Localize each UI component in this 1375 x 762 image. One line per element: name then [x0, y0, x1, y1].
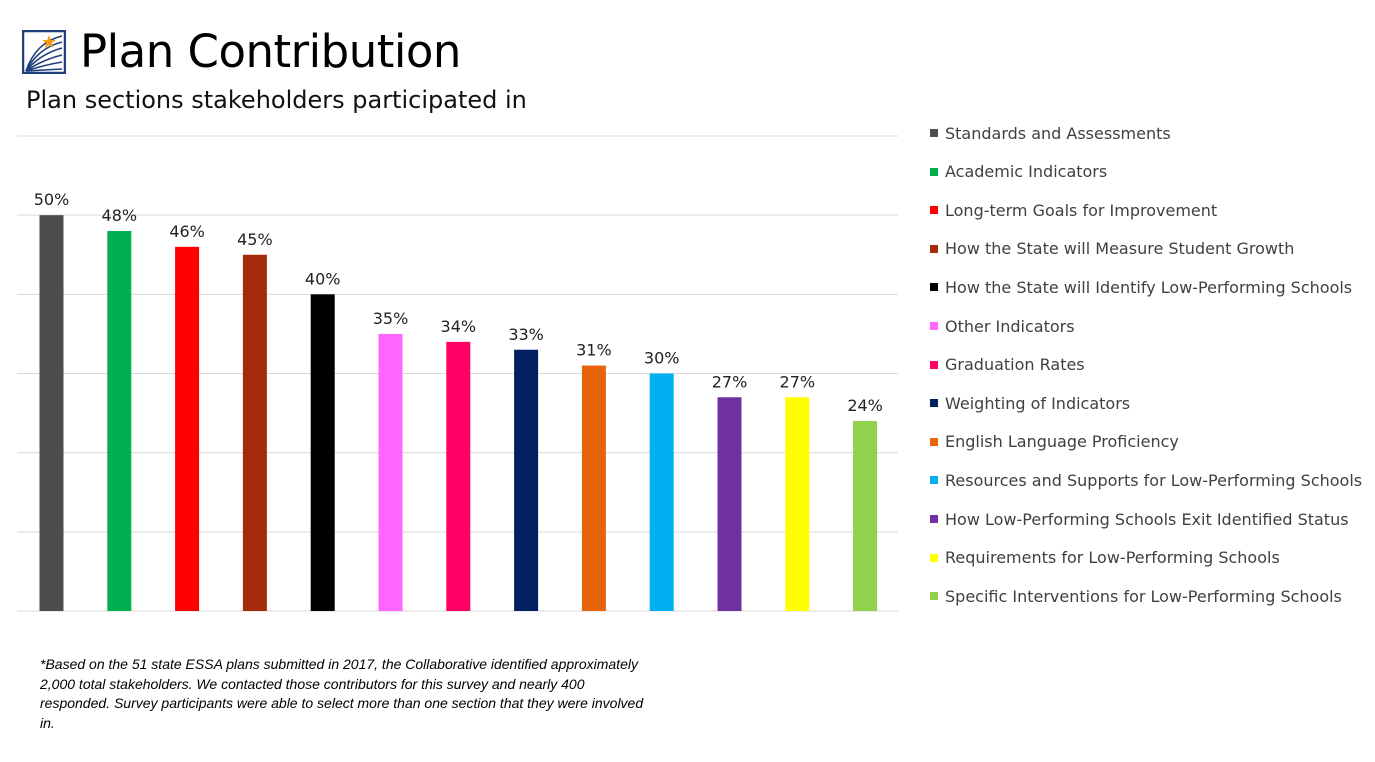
data-label: 48% [102, 206, 138, 225]
data-label: 45% [237, 230, 273, 249]
bar [649, 373, 674, 611]
data-label: 27% [780, 372, 816, 391]
data-label: 27% [712, 372, 748, 391]
legend-item: Graduation Rates [930, 352, 1085, 378]
legend-item: Long-term Goals for Improvement [930, 197, 1217, 223]
legend-label: Weighting of Indicators [945, 393, 1131, 413]
legend-swatch [930, 167, 938, 176]
bar [853, 421, 878, 611]
bar [717, 397, 742, 611]
bar [242, 254, 267, 611]
bar [785, 397, 810, 611]
data-label: 31% [576, 341, 612, 360]
legend-swatch [930, 360, 938, 369]
legend-label: How the State will Measure Student Growt… [945, 239, 1295, 259]
legend-label: English Language Proficiency [945, 432, 1179, 452]
legend-label: How the State will Identify Low-Performi… [945, 277, 1353, 297]
bar [514, 349, 539, 611]
bar [39, 215, 64, 611]
legend-swatch [930, 206, 938, 215]
legend-label: Academic Indicators [945, 162, 1108, 182]
legend-item: Weighting of Indicators [930, 390, 1130, 416]
legend-label: Long-term Goals for Improvement [945, 200, 1218, 220]
bar [310, 294, 335, 611]
legend-item: Academic Indicators [930, 159, 1107, 185]
legend-item: How the State will Identify Low-Performi… [930, 274, 1352, 300]
bar [175, 246, 200, 612]
legend-swatch [930, 322, 938, 330]
legend-label: Specific Interventions for Low-Performin… [945, 586, 1342, 606]
legend-item: Standards and Assessments [930, 120, 1171, 146]
legend-label: Other Indicators [945, 316, 1075, 336]
legend-label: How Low-Performing Schools Exit Identifi… [945, 509, 1349, 529]
legend-swatch [930, 283, 938, 292]
legend-item: English Language Proficiency [930, 429, 1179, 455]
data-label: 33% [508, 325, 544, 344]
data-label: 46% [169, 222, 205, 241]
legend-label: Resources and Supports for Low-Performin… [945, 470, 1363, 490]
data-label: 50% [34, 190, 70, 209]
legend-swatch [930, 399, 938, 408]
legend-item: Requirements for Low-Performing Schools [930, 545, 1280, 571]
bar [378, 333, 403, 611]
star-book-logo-icon [22, 30, 66, 74]
legend-swatch [930, 244, 938, 253]
legend-item: Resources and Supports for Low-Performin… [930, 467, 1362, 493]
data-label: 34% [441, 317, 477, 336]
legend-item: Other Indicators [930, 313, 1075, 339]
bar [581, 365, 606, 611]
legend-swatch [930, 592, 938, 601]
footnote: *Based on the 51 state ESSA plans submit… [40, 656, 644, 731]
page-title: Plan Contribution [80, 25, 461, 78]
bar-chart: 50% 48% 46% 45% 40% 35% 34% 33% 31% 30% 27% 27% 24% [17, 135, 898, 612]
legend-swatch [930, 553, 938, 562]
legend-swatch [930, 476, 938, 485]
bar [446, 341, 471, 611]
legend-swatch [930, 129, 938, 137]
legend-label: Graduation Rates [945, 355, 1085, 375]
bar [107, 231, 132, 611]
data-label: 40% [305, 269, 341, 288]
page-subtitle: Plan sections stakeholders participated … [26, 86, 527, 114]
legend-label: Requirements for Low-Performing Schools [945, 548, 1280, 568]
legend-swatch [930, 437, 938, 446]
legend-swatch [930, 515, 938, 523]
data-label: 35% [373, 309, 409, 328]
legend-item: How Low-Performing Schools Exit Identifi… [930, 506, 1349, 532]
data-label: 30% [644, 349, 680, 368]
data-label: 24% [847, 396, 883, 415]
legend-item: Specific Interventions for Low-Performin… [930, 583, 1342, 609]
legend-item: How the State will Measure Student Growt… [930, 236, 1294, 262]
legend-label: Standards and Assessments [945, 123, 1171, 143]
